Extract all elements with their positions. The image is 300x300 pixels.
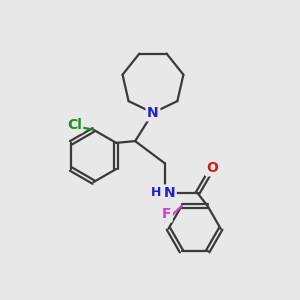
Text: F: F	[162, 207, 171, 221]
Text: N: N	[147, 106, 159, 120]
Text: O: O	[206, 161, 218, 175]
Text: Cl: Cl	[67, 118, 82, 132]
Text: N: N	[164, 186, 175, 200]
Text: H: H	[152, 186, 162, 199]
